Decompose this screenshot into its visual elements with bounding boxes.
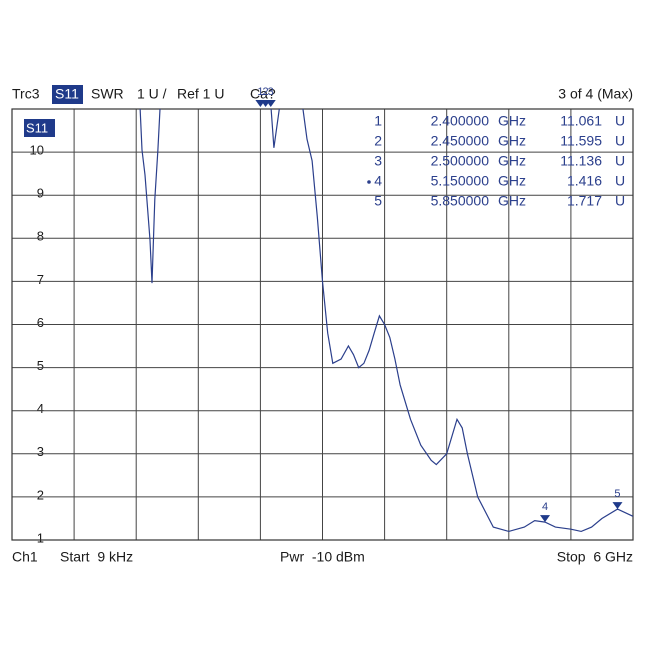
marker-frequency-unit: GHz xyxy=(498,133,526,149)
start: Start 9 kHz xyxy=(60,549,133,565)
y-tick-label: 9 xyxy=(37,186,44,201)
marker-triangle xyxy=(265,100,276,107)
active-marker-dot xyxy=(367,180,371,184)
marker-frequency-unit: GHz xyxy=(498,153,526,169)
marker-value-unit: U xyxy=(615,153,625,169)
y-tick-label: 8 xyxy=(37,229,44,244)
trace-name: Trc3 xyxy=(12,86,40,102)
y-tick-label: 5 xyxy=(37,358,44,373)
marker-number: 1 xyxy=(374,113,382,129)
plot-frame xyxy=(11,108,634,541)
marker-value: 11.061 xyxy=(560,113,602,129)
marker-frequency: 5.850000 xyxy=(431,193,490,209)
marker-value-unit: U xyxy=(615,133,625,149)
format: SWR xyxy=(91,86,124,102)
marker-value-unit: U xyxy=(615,193,625,209)
marker-label: 2 xyxy=(263,86,269,98)
cal: Ca? xyxy=(250,86,276,102)
marker-frequency: 5.150000 xyxy=(431,173,490,189)
marker-label: 5 xyxy=(614,488,620,500)
stop: Stop 6 GHz xyxy=(557,549,633,565)
marker-frequency: 2.400000 xyxy=(431,113,490,129)
trace xyxy=(139,109,633,533)
y-tick-label: 6 xyxy=(37,315,44,330)
marker-triangle xyxy=(540,515,551,523)
trace-tag: S11 xyxy=(26,120,48,135)
marker-number: 4 xyxy=(374,173,382,189)
y-tick-label: 10 xyxy=(30,143,44,158)
marker-frequency-unit: GHz xyxy=(498,113,526,129)
trace-tag-box xyxy=(24,119,55,137)
ref: Ref 1 U xyxy=(177,86,224,102)
param: S11 xyxy=(55,86,79,102)
marker-frequency: 2.450000 xyxy=(431,133,490,149)
marker-number: 5 xyxy=(374,193,382,209)
marker-number: 2 xyxy=(374,133,382,149)
y-tick-label: 4 xyxy=(37,401,44,416)
channel: Ch1 xyxy=(12,549,38,565)
y-tick-label: 1 xyxy=(37,530,44,545)
param-highlight xyxy=(52,85,83,104)
marker-label: 4 xyxy=(542,501,548,513)
marker-value: 1.416 xyxy=(567,173,602,189)
marker-value: 11.595 xyxy=(560,133,602,149)
marker-frequency-unit: GHz xyxy=(498,173,526,189)
marker-label: 3 xyxy=(268,86,274,98)
marker-value: 11.136 xyxy=(560,153,602,169)
marker-label: 1 xyxy=(257,86,263,98)
marker-frequency-unit: GHz xyxy=(498,193,526,209)
y-tick-label: 2 xyxy=(37,487,44,502)
marker-number: 3 xyxy=(374,153,382,169)
marker-value-unit: U xyxy=(615,173,625,189)
marker-value-unit: U xyxy=(615,113,625,129)
marker-frequency: 2.500000 xyxy=(431,153,490,169)
power: Pwr -10 dBm xyxy=(280,549,365,565)
marker-triangle xyxy=(612,502,623,510)
marker-value: 1.717 xyxy=(567,193,602,209)
y-tick-label: 7 xyxy=(37,272,44,287)
scale: 1 U / xyxy=(137,86,167,102)
status: 3 of 4 (Max) xyxy=(558,86,633,102)
y-tick-label: 3 xyxy=(37,444,44,459)
